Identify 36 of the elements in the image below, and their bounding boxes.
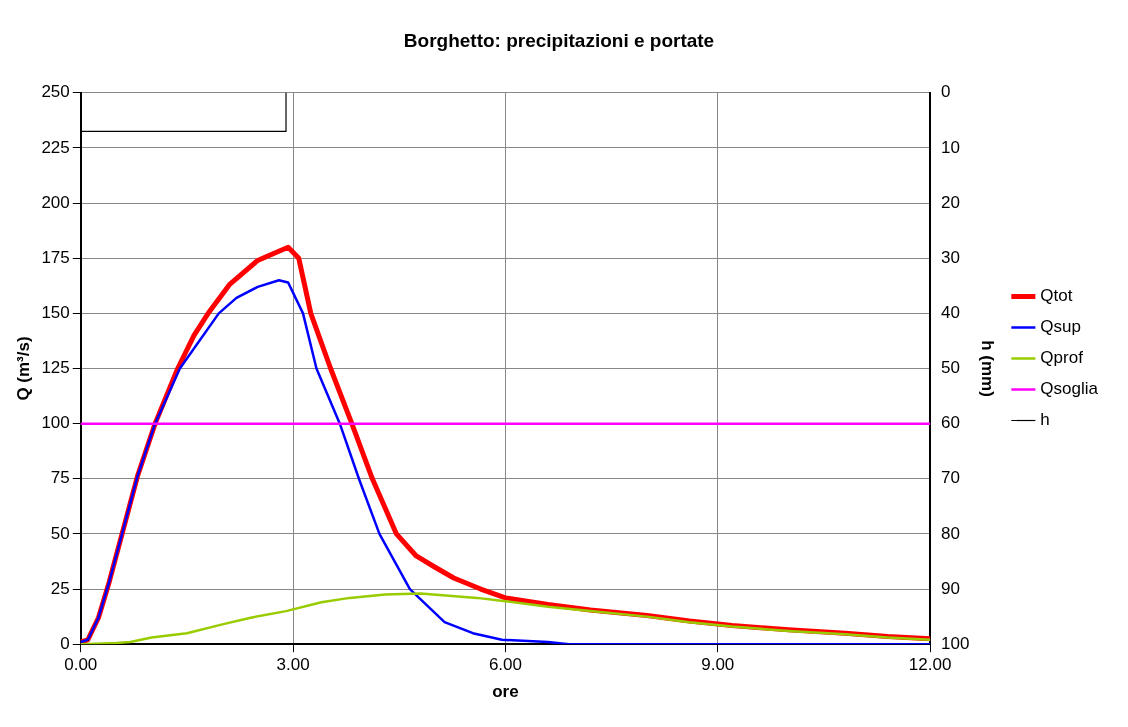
y2-axis-title: h (mm) [977, 340, 997, 397]
y2-tick-label: 50 [941, 358, 961, 378]
x-axis-title: ore [492, 682, 519, 702]
legend-label: Qsoglia [1040, 379, 1099, 399]
x-tick-label: 3.00 [276, 655, 310, 675]
x-tick-label: 12.00 [908, 655, 952, 675]
y-tick-label: 25 [50, 578, 70, 598]
x-tick-label: 0.00 [64, 655, 98, 675]
y2-tick-label: 30 [941, 247, 961, 267]
y-tick-label: 150 [41, 303, 70, 323]
y2-tick-label: 40 [941, 303, 961, 323]
y2-tick-label: 0 [941, 82, 951, 102]
y-tick-label: 125 [41, 358, 70, 378]
x-tick-label: 6.00 [488, 655, 522, 675]
y-tick-label: 250 [41, 82, 70, 102]
y2-tick-label: 70 [941, 468, 961, 488]
chart-title: Borghetto: precipitazioni e portate [403, 29, 715, 51]
legend-label: Qprof [1040, 348, 1084, 368]
x-tick-label: 9.00 [701, 655, 735, 675]
y2-tick-label: 100 [941, 633, 970, 653]
y-axis-title: Q (m³/s) [13, 336, 33, 401]
y2-tick-label: 80 [941, 523, 961, 543]
y-tick-label: 200 [41, 192, 70, 212]
y2-tick-label: 90 [941, 578, 961, 598]
y-tick-label: 50 [50, 523, 70, 543]
y-tick-label: 75 [50, 468, 70, 488]
y2-tick-label: 10 [941, 137, 961, 157]
y2-tick-label: 60 [941, 413, 961, 433]
legend-label: Qtot [1040, 286, 1073, 306]
y2-tick-label: 20 [941, 192, 961, 212]
y-tick-label: 175 [41, 247, 70, 267]
legend-label: h [1040, 410, 1050, 430]
y-tick-label: 100 [41, 413, 70, 433]
y-tick-label: 0 [60, 633, 70, 653]
legend-label: Qsup [1040, 317, 1081, 337]
y-tick-label: 225 [41, 137, 70, 157]
